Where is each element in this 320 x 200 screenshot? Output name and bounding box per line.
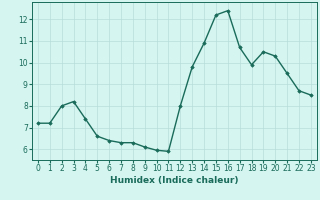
X-axis label: Humidex (Indice chaleur): Humidex (Indice chaleur) (110, 176, 239, 185)
